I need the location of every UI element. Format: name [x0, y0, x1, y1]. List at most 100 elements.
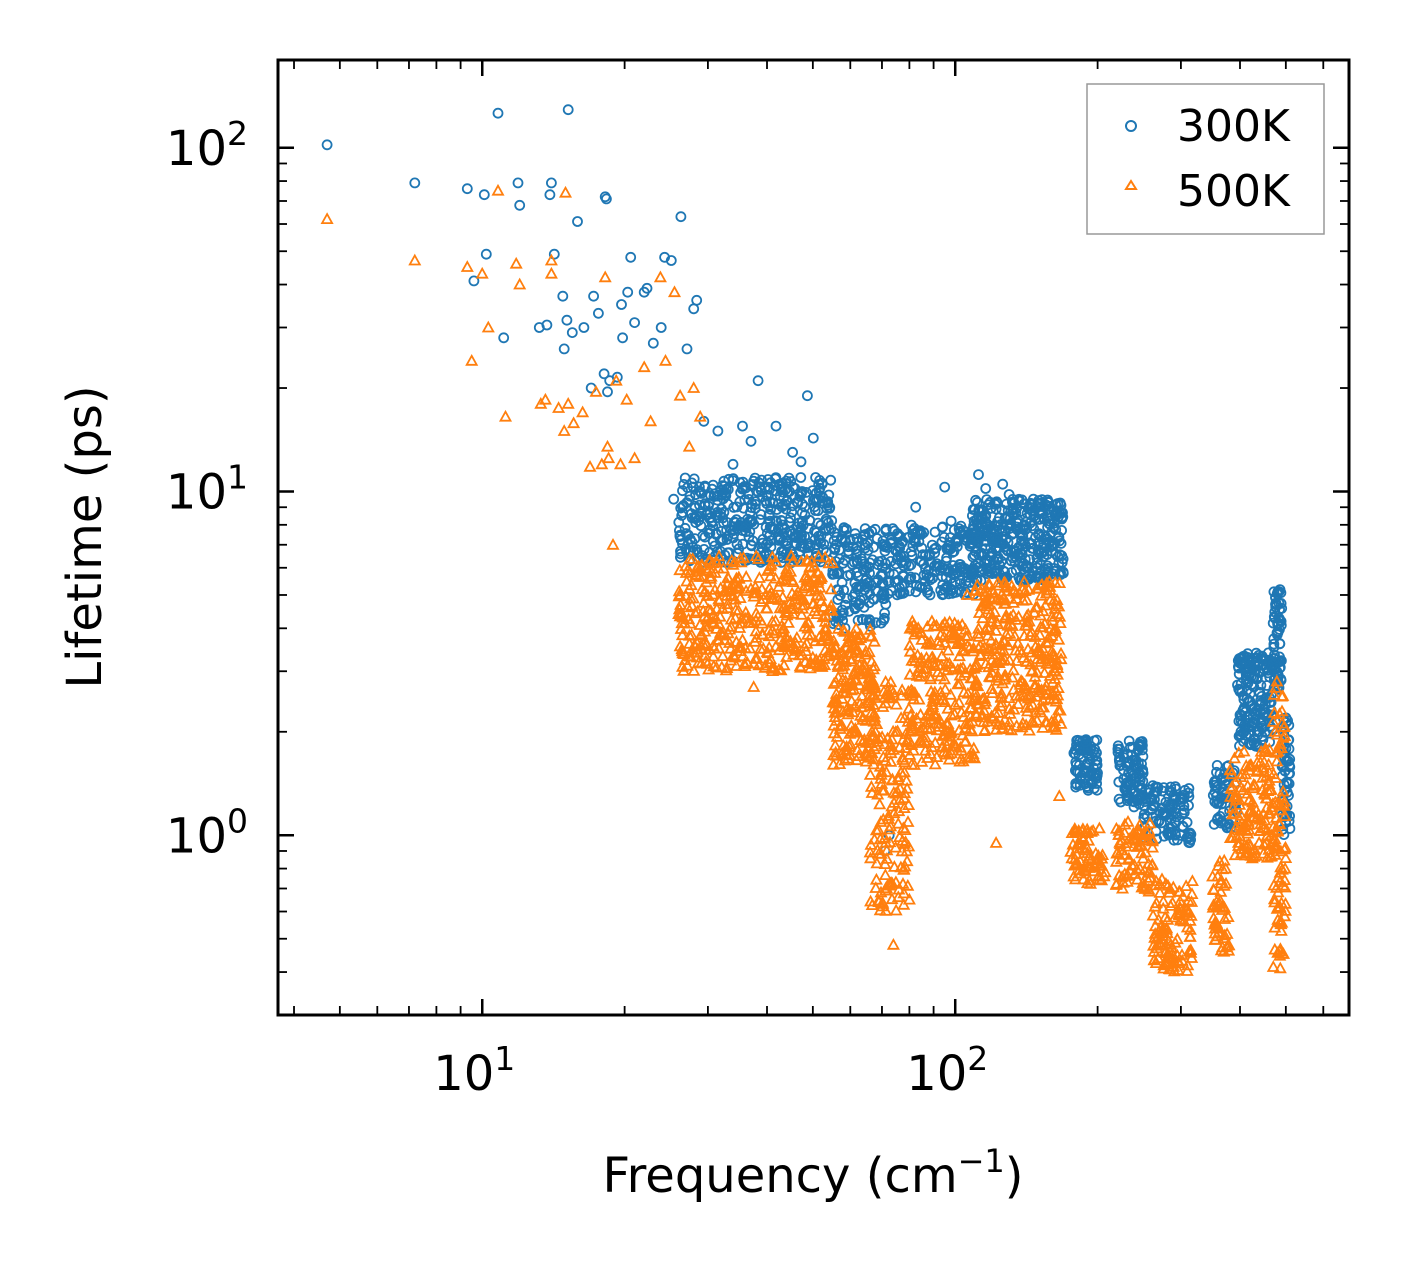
- data-point-500K: [885, 892, 899, 905]
- data-point-500K: [693, 618, 707, 630]
- data-point-500K: [1227, 751, 1242, 764]
- data-point-300K: [602, 386, 613, 398]
- data-point-500K: [1278, 880, 1292, 893]
- data-point-500K: [721, 570, 735, 583]
- data-point-300K: [1016, 535, 1027, 547]
- data-point-300K: [891, 589, 903, 601]
- data-point-300K: [1071, 779, 1083, 791]
- data-point-500K: [693, 409, 707, 422]
- data-point-500K: [713, 625, 728, 638]
- data-point-500K: [1118, 826, 1132, 838]
- data-point-300K: [1074, 773, 1086, 785]
- data-point-500K: [1275, 915, 1289, 928]
- data-point-500K: [828, 645, 842, 658]
- data-point-500K: [1015, 582, 1030, 595]
- data-point-500K: [1091, 853, 1105, 865]
- data-point-300K: [937, 562, 949, 573]
- data-point-500K: [953, 668, 967, 681]
- data-point-500K: [743, 641, 757, 654]
- data-point-500K: [1274, 860, 1288, 873]
- data-point-500K: [1269, 839, 1283, 851]
- data-point-500K: [878, 868, 892, 880]
- data-point-300K: [492, 107, 504, 119]
- data-point-300K: [1074, 735, 1086, 747]
- data-point-500K: [675, 628, 689, 641]
- data-point-500K: [887, 785, 901, 798]
- data-point-500K: [677, 664, 691, 676]
- data-point-500K: [1277, 719, 1291, 732]
- data-point-500K: [653, 270, 667, 283]
- data-point-500K: [1053, 576, 1067, 588]
- data-point-500K: [806, 650, 820, 663]
- data-point-500K: [776, 622, 790, 635]
- data-point-500K: [871, 893, 886, 906]
- data-point-500K: [897, 791, 911, 804]
- data-point-500K: [673, 639, 687, 652]
- data-point-300K: [804, 540, 816, 551]
- data-point-500K: [1246, 781, 1260, 794]
- data-point-500K: [595, 457, 609, 470]
- data-point-500K: [824, 582, 838, 595]
- data-point-500K: [813, 580, 827, 593]
- data-point-300K: [802, 522, 814, 534]
- data-point-300K: [906, 550, 918, 561]
- data-point-500K: [1146, 908, 1160, 921]
- data-point-500K: [475, 266, 489, 279]
- data-point-500K: [924, 672, 938, 685]
- data-point-300K: [959, 563, 971, 574]
- y-tick-label: 100: [166, 801, 248, 864]
- data-point-500K: [879, 765, 893, 778]
- data-point-300K: [1274, 651, 1285, 663]
- data-point-300K: [795, 472, 807, 483]
- data-point-300K: [1028, 493, 1039, 505]
- data-point-500K: [1020, 593, 1034, 606]
- data-point-500K: [775, 625, 789, 638]
- data-point-500K: [772, 579, 786, 592]
- data-point-300K: [1137, 751, 1149, 762]
- data-point-500K: [836, 673, 850, 685]
- data-point-500K: [865, 677, 879, 690]
- data-point-500K: [1035, 683, 1049, 695]
- data-point-500K: [1234, 846, 1249, 859]
- data-point-300K: [856, 613, 868, 625]
- data-point-500K: [951, 677, 965, 690]
- data-point-500K: [1234, 770, 1248, 782]
- data-point-500K: [1222, 938, 1236, 951]
- data-point-500K: [1027, 605, 1041, 618]
- data-point-300K: [655, 322, 667, 333]
- data-point-500K: [825, 556, 839, 568]
- data-point-500K: [759, 601, 773, 614]
- data-point-500K: [1252, 835, 1266, 848]
- data-point-500K: [852, 678, 866, 690]
- data-point-300K: [1015, 539, 1027, 551]
- data-point-500K: [849, 642, 863, 655]
- plot-frame: [276, 58, 1351, 1017]
- data-point-300K: [879, 545, 891, 557]
- data-point-500K: [706, 556, 720, 569]
- data-point-300K: [975, 547, 987, 559]
- data-point-300K: [834, 590, 846, 601]
- data-point-300K: [947, 560, 959, 571]
- data-point-300K: [785, 545, 796, 557]
- data-point-500K: [961, 628, 975, 641]
- data-point-500K: [880, 852, 894, 864]
- data-point-500K: [874, 815, 888, 827]
- data-point-300K: [890, 558, 902, 570]
- data-point-500K: [846, 705, 860, 718]
- data-point-300K: [991, 520, 1003, 532]
- data-point-500K: [932, 692, 946, 705]
- data-point-300K: [894, 582, 905, 594]
- data-point-500K: [1148, 878, 1163, 891]
- data-point-300K: [751, 485, 763, 497]
- data-point-500K: [903, 667, 917, 680]
- data-point-500K: [749, 549, 763, 562]
- data-point-500K: [903, 644, 917, 657]
- data-point-300K: [1258, 663, 1270, 675]
- data-point-300K: [930, 542, 942, 554]
- data-point-500K: [865, 654, 879, 667]
- data-point-500K: [985, 682, 999, 694]
- data-point-500K: [989, 836, 1003, 848]
- data-point-500K: [729, 603, 743, 615]
- data-point-500K: [1045, 613, 1060, 626]
- y-axis-title: Lifetime (ps): [57, 385, 113, 688]
